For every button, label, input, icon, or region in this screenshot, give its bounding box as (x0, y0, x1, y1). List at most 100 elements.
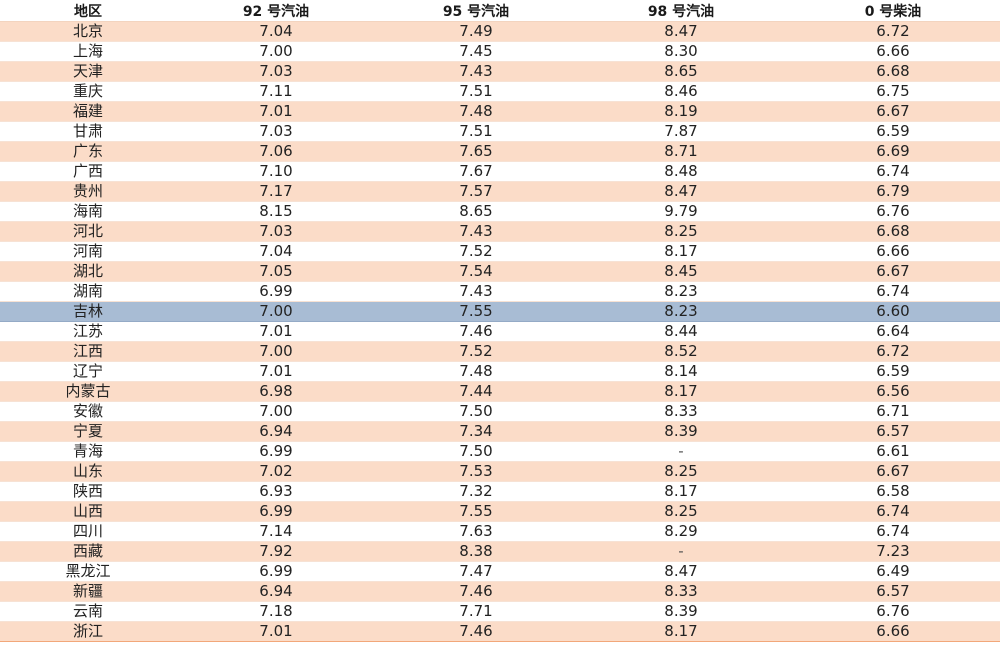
region-cell[interactable]: 辽宁 (0, 361, 176, 382)
price-95-cell[interactable]: 7.32 (376, 481, 576, 502)
region-cell[interactable]: 广西 (0, 161, 176, 182)
price-92-cell[interactable]: 8.15 (176, 201, 376, 222)
price-diesel-cell[interactable]: 6.66 (786, 41, 1000, 62)
price-95-cell[interactable]: 7.50 (376, 401, 576, 422)
price-95-cell[interactable]: 7.44 (376, 381, 576, 402)
table-row[interactable]: 宁夏 6.94 7.34 8.39 6.57 (0, 421, 1000, 442)
region-cell[interactable]: 新疆 (0, 581, 176, 602)
price-95-cell[interactable]: 7.46 (376, 321, 576, 342)
price-95-cell[interactable]: 7.46 (376, 621, 576, 642)
table-row[interactable]: 福建 7.01 7.48 8.19 6.67 (0, 101, 1000, 122)
price-92-cell[interactable]: 7.01 (176, 101, 376, 122)
price-92-cell[interactable]: 6.99 (176, 281, 376, 302)
price-95-cell[interactable]: 7.49 (376, 21, 576, 42)
price-98-cell[interactable]: 8.39 (576, 601, 786, 622)
region-cell[interactable]: 吉林 (0, 301, 176, 322)
price-diesel-cell[interactable]: 6.71 (786, 401, 1000, 422)
price-98-cell[interactable]: 8.52 (576, 341, 786, 362)
region-cell[interactable]: 黑龙江 (0, 561, 176, 582)
table-row[interactable]: 西藏 7.92 8.38-7.23 (0, 541, 1000, 562)
price-95-cell[interactable]: 8.38 (376, 541, 576, 562)
column-header-98-gasoline[interactable]: 98 号汽油 (576, 0, 786, 22)
table-row[interactable]: 湖北 7.05 7.54 8.45 6.67 (0, 261, 1000, 282)
price-92-cell[interactable]: 7.00 (176, 41, 376, 62)
price-diesel-cell[interactable]: 6.68 (786, 61, 1000, 82)
table-row[interactable]: 吉林 7.00 7.55 8.23 6.60 (0, 301, 1000, 322)
price-diesel-cell[interactable]: 6.61 (786, 441, 1000, 462)
region-cell[interactable]: 福建 (0, 101, 176, 122)
price-98-cell[interactable]: 8.25 (576, 501, 786, 522)
table-row[interactable]: 四川 7.14 7.63 8.29 6.74 (0, 521, 1000, 542)
price-98-cell[interactable]: 8.65 (576, 61, 786, 82)
price-92-cell[interactable]: 7.92 (176, 541, 376, 562)
price-diesel-cell[interactable]: 6.59 (786, 121, 1000, 142)
price-92-cell[interactable]: 6.99 (176, 561, 376, 582)
price-92-cell[interactable]: 7.04 (176, 21, 376, 42)
price-95-cell[interactable]: 7.55 (376, 301, 576, 322)
region-cell[interactable]: 安徽 (0, 401, 176, 422)
price-98-cell[interactable]: 8.46 (576, 81, 786, 102)
region-cell[interactable]: 山西 (0, 501, 176, 522)
price-92-cell[interactable]: 7.00 (176, 401, 376, 422)
region-cell[interactable]: 北京 (0, 21, 176, 42)
table-row[interactable]: 江苏 7.01 7.46 8.44 6.64 (0, 321, 1000, 342)
price-diesel-cell[interactable]: 6.76 (786, 201, 1000, 222)
table-row[interactable]: 陕西 6.93 7.32 8.17 6.58 (0, 481, 1000, 502)
price-92-cell[interactable]: 6.99 (176, 441, 376, 462)
price-diesel-cell[interactable]: 6.59 (786, 361, 1000, 382)
region-cell[interactable]: 湖南 (0, 281, 176, 302)
price-diesel-cell[interactable]: 6.69 (786, 141, 1000, 162)
price-98-cell[interactable]: 8.33 (576, 401, 786, 422)
price-diesel-cell[interactable]: 6.67 (786, 461, 1000, 482)
price-diesel-cell[interactable]: 6.57 (786, 421, 1000, 442)
price-95-cell[interactable]: 7.53 (376, 461, 576, 482)
table-row[interactable]: 北京 7.04 7.49 8.47 6.72 (0, 21, 1000, 42)
price-diesel-cell[interactable]: 6.74 (786, 501, 1000, 522)
region-cell[interactable]: 云南 (0, 601, 176, 622)
price-95-cell[interactable]: 7.51 (376, 81, 576, 102)
price-92-cell[interactable]: 6.94 (176, 581, 376, 602)
table-row[interactable]: 浙江 7.01 7.46 8.17 6.66 (0, 621, 1000, 642)
price-95-cell[interactable]: 8.65 (376, 201, 576, 222)
price-diesel-cell[interactable]: 6.60 (786, 301, 1000, 322)
price-diesel-cell[interactable]: 6.49 (786, 561, 1000, 582)
table-row[interactable]: 黑龙江 6.99 7.47 8.47 6.49 (0, 561, 1000, 582)
price-98-cell[interactable]: 8.17 (576, 381, 786, 402)
column-header-region[interactable]: 地区 (0, 0, 176, 22)
price-95-cell[interactable]: 7.57 (376, 181, 576, 202)
price-92-cell[interactable]: 7.03 (176, 121, 376, 142)
price-92-cell[interactable]: 7.17 (176, 181, 376, 202)
table-row[interactable]: 江西 7.00 7.52 8.52 6.72 (0, 341, 1000, 362)
price-92-cell[interactable]: 7.03 (176, 221, 376, 242)
table-row[interactable]: 湖南 6.99 7.43 8.23 6.74 (0, 281, 1000, 302)
table-row[interactable]: 山东 7.02 7.53 8.25 6.67 (0, 461, 1000, 482)
price-95-cell[interactable]: 7.52 (376, 341, 576, 362)
price-98-cell[interactable]: 8.45 (576, 261, 786, 282)
price-diesel-cell[interactable]: 6.64 (786, 321, 1000, 342)
table-row[interactable]: 云南 7.18 7.71 8.39 6.76 (0, 601, 1000, 622)
region-cell[interactable]: 内蒙古 (0, 381, 176, 402)
price-95-cell[interactable]: 7.54 (376, 261, 576, 282)
price-95-cell[interactable]: 7.50 (376, 441, 576, 462)
price-98-cell[interactable]: 8.17 (576, 241, 786, 262)
table-row[interactable]: 上海 7.00 7.45 8.30 6.66 (0, 41, 1000, 62)
region-cell[interactable]: 上海 (0, 41, 176, 62)
price-98-cell[interactable]: 8.48 (576, 161, 786, 182)
price-98-cell[interactable]: 8.14 (576, 361, 786, 382)
price-95-cell[interactable]: 7.34 (376, 421, 576, 442)
column-header-0-diesel[interactable]: 0 号柴油 (786, 0, 1000, 22)
price-92-cell[interactable]: 7.03 (176, 61, 376, 82)
price-diesel-cell[interactable]: 6.72 (786, 21, 1000, 42)
table-row[interactable]: 重庆 7.11 7.51 8.46 6.75 (0, 81, 1000, 102)
price-98-cell[interactable]: 8.30 (576, 41, 786, 62)
price-92-cell[interactable]: 7.04 (176, 241, 376, 262)
region-cell[interactable]: 广东 (0, 141, 176, 162)
price-92-cell[interactable]: 7.00 (176, 341, 376, 362)
table-row[interactable]: 贵州 7.17 7.57 8.47 6.79 (0, 181, 1000, 202)
price-95-cell[interactable]: 7.43 (376, 281, 576, 302)
price-diesel-cell[interactable]: 6.67 (786, 101, 1000, 122)
price-diesel-cell[interactable]: 6.56 (786, 381, 1000, 402)
price-92-cell[interactable]: 7.10 (176, 161, 376, 182)
table-row[interactable]: 天津 7.03 7.43 8.65 6.68 (0, 61, 1000, 82)
price-diesel-cell[interactable]: 6.75 (786, 81, 1000, 102)
